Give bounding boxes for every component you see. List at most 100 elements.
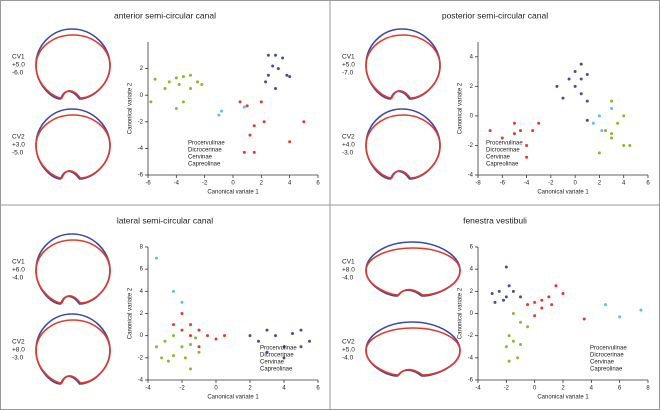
- point: [194, 336, 198, 340]
- x-tick-label: 8: [646, 386, 650, 392]
- cv-name: CV1: [12, 54, 25, 61]
- point: [490, 292, 494, 296]
- outline-positive: [35, 239, 111, 304]
- y-axis-label: Canonical variate 2: [128, 287, 134, 339]
- y-tick-label: -6: [138, 173, 144, 179]
- point: [172, 289, 175, 293]
- point: [512, 132, 516, 136]
- outline-positive: [35, 34, 111, 99]
- point: [180, 345, 184, 349]
- cv-negative: -3.0: [342, 150, 354, 157]
- y-tick-label: 2: [470, 289, 474, 295]
- x-tick-label: -8: [475, 181, 481, 187]
- outline-negative: [365, 108, 441, 180]
- y-tick-label: 2: [140, 66, 144, 72]
- point: [585, 99, 589, 103]
- x-tick-label: 0: [533, 386, 537, 392]
- x-tick-label: -2: [504, 386, 510, 392]
- point: [579, 77, 583, 81]
- point: [579, 62, 583, 66]
- point: [180, 328, 184, 332]
- point: [597, 114, 601, 118]
- point: [174, 76, 178, 80]
- point: [519, 129, 522, 133]
- point: [488, 129, 492, 133]
- legend-entry: Dicrocerinae: [188, 148, 222, 154]
- point: [274, 87, 277, 91]
- point: [299, 328, 303, 332]
- point: [200, 83, 204, 87]
- y-axis-label: Canonical variate 2: [458, 82, 464, 134]
- point: [160, 356, 164, 360]
- x-tick-label: -2: [179, 386, 185, 392]
- point: [616, 121, 620, 125]
- x-tick-label: 0: [231, 181, 235, 187]
- point: [197, 350, 201, 354]
- x-tick-label: 0: [573, 181, 577, 187]
- point: [550, 303, 554, 307]
- point: [248, 334, 252, 338]
- point: [302, 120, 306, 124]
- point: [282, 345, 286, 349]
- point: [197, 345, 201, 349]
- point: [554, 284, 558, 288]
- point: [604, 129, 607, 133]
- point: [183, 356, 187, 360]
- point: [540, 306, 544, 310]
- y-tick-label: 0: [140, 93, 144, 99]
- panel-title: fenestra vestibuli: [463, 215, 527, 225]
- point: [174, 107, 178, 110]
- x-tick-label: -2: [548, 181, 554, 187]
- outline-positive: [365, 114, 441, 179]
- point: [189, 334, 192, 338]
- point: [281, 56, 285, 60]
- point: [271, 64, 275, 68]
- point: [533, 314, 537, 318]
- legend-entry: Procervulinae: [188, 141, 225, 147]
- legend-entry: Procervulinae: [260, 346, 297, 352]
- panel-title: lateral semi-circular canal: [117, 215, 213, 225]
- x-tick-label: 2: [561, 386, 565, 392]
- legend-entry: Procervulinae: [486, 141, 523, 147]
- outline-positive: [365, 34, 441, 99]
- point: [533, 300, 537, 304]
- y-tick-label: -4: [138, 146, 144, 152]
- point: [507, 284, 511, 288]
- point: [189, 87, 192, 91]
- legend-entry: Procervulinae: [590, 346, 627, 352]
- x-axis-label: Canonical variate 1: [537, 395, 589, 401]
- x-tick-label: 2: [598, 181, 602, 187]
- point: [265, 350, 269, 354]
- outline-positive: [365, 247, 461, 296]
- x-tick-label: -6: [500, 181, 506, 187]
- cv-negative: -4.0: [12, 275, 24, 282]
- y-tick-label: 4: [140, 289, 144, 295]
- x-tick-label: -2: [202, 181, 208, 187]
- point: [511, 339, 515, 343]
- point: [567, 77, 571, 81]
- y-tick-label: 6: [470, 245, 474, 251]
- point: [540, 298, 544, 302]
- point: [276, 67, 280, 71]
- outline-negative: [35, 108, 111, 180]
- y-tick-label: -2: [468, 143, 474, 149]
- point: [196, 80, 200, 84]
- point: [531, 129, 535, 133]
- point: [163, 339, 167, 343]
- x-tick-label: 6: [618, 386, 622, 392]
- point: [155, 256, 158, 260]
- cv-positive: +6.0: [12, 267, 25, 274]
- point: [149, 100, 153, 104]
- cv-negative: -3.0: [12, 355, 24, 362]
- point: [264, 80, 268, 84]
- point: [223, 334, 226, 338]
- point: [561, 292, 565, 296]
- y-tick-label: -2: [138, 119, 144, 125]
- point: [172, 323, 175, 327]
- cv-name: CV1: [342, 259, 355, 266]
- y-tick-label: -6: [468, 378, 474, 384]
- outline-negative: [35, 313, 111, 385]
- legend-entry: Cervinae: [188, 155, 213, 161]
- point: [288, 75, 292, 79]
